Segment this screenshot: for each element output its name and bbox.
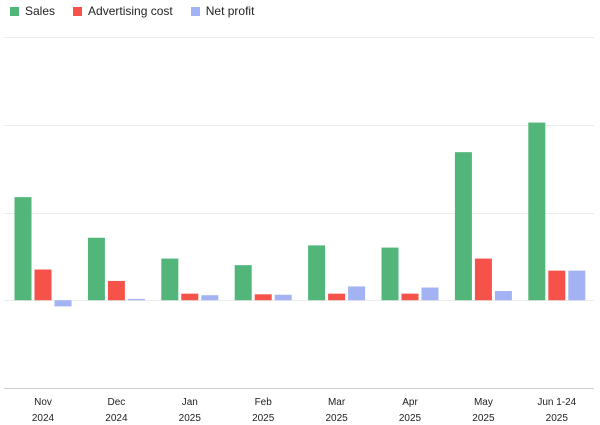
x-tick-label-0-0: Nov <box>34 397 52 408</box>
bar-sales-4 <box>308 245 326 301</box>
x-tick-label-3-0: Feb <box>255 397 273 408</box>
legend-label-net-profit: Net profit <box>205 4 255 18</box>
x-tick-label-6-0: May <box>474 397 493 408</box>
x-tick-label-4-1: 2025 <box>325 413 348 424</box>
legend-item-net-profit[interactable]: Net profit <box>190 4 255 18</box>
bar-sales-5 <box>381 247 399 301</box>
bar-sales-7 <box>528 122 546 301</box>
bar-net-profit-1 <box>127 298 145 301</box>
bar-net-profit-4 <box>348 286 366 301</box>
bar-net-profit-0 <box>54 300 72 307</box>
bar-sales-3 <box>234 265 252 301</box>
legend-swatch-net-profit <box>190 6 200 16</box>
bar-advertising-cost-0 <box>34 269 52 301</box>
bar-advertising-cost-7 <box>548 270 566 301</box>
bar-net-profit-6 <box>494 291 512 301</box>
bar-advertising-cost-4 <box>328 293 346 301</box>
x-tick-label-4-0: Mar <box>328 397 346 408</box>
x-tick-label-7-0: Jun 1-24 <box>537 397 576 408</box>
bar-advertising-cost-6 <box>474 258 492 301</box>
legend-label-advertising-cost: Advertising cost <box>88 4 173 18</box>
legend-swatch-advertising-cost <box>73 6 83 16</box>
bar-net-profit-7 <box>568 270 586 301</box>
bar-sales-1 <box>87 237 105 301</box>
x-tick-label-0-1: 2024 <box>32 413 55 424</box>
bar-net-profit-3 <box>274 294 292 301</box>
bar-sales-2 <box>161 258 179 301</box>
chart-legend: Sales Advertising cost Net profit <box>10 3 254 19</box>
bar-advertising-cost-1 <box>107 280 125 301</box>
x-tick-label-7-1: 2025 <box>546 413 569 424</box>
x-tick-label-1-1: 2024 <box>105 413 128 424</box>
legend-swatch-sales <box>10 6 19 16</box>
bar-advertising-cost-3 <box>254 294 272 301</box>
legend-label-sales: Sales <box>25 4 56 18</box>
bar-net-profit-2 <box>201 295 219 301</box>
x-tick-label-6-1: 2025 <box>472 413 495 424</box>
bar-advertising-cost-2 <box>181 293 199 301</box>
x-tick-label-3-1: 2025 <box>252 413 275 424</box>
x-tick-label-1-0: Dec <box>108 397 126 408</box>
bar-sales-6 <box>454 152 472 301</box>
x-tick-label-2-0: Jan <box>182 397 198 408</box>
bar-net-profit-5 <box>421 287 439 301</box>
legend-item-sales[interactable]: Sales <box>10 4 55 18</box>
bar-advertising-cost-5 <box>401 293 419 301</box>
legend-item-advertising-cost[interactable]: Advertising cost <box>73 4 173 18</box>
bar-sales-0 <box>14 197 32 301</box>
x-tick-label-2-1: 2025 <box>179 413 202 424</box>
x-tick-label-5-1: 2025 <box>399 413 422 424</box>
x-tick-label-5-0: Apr <box>402 397 418 408</box>
